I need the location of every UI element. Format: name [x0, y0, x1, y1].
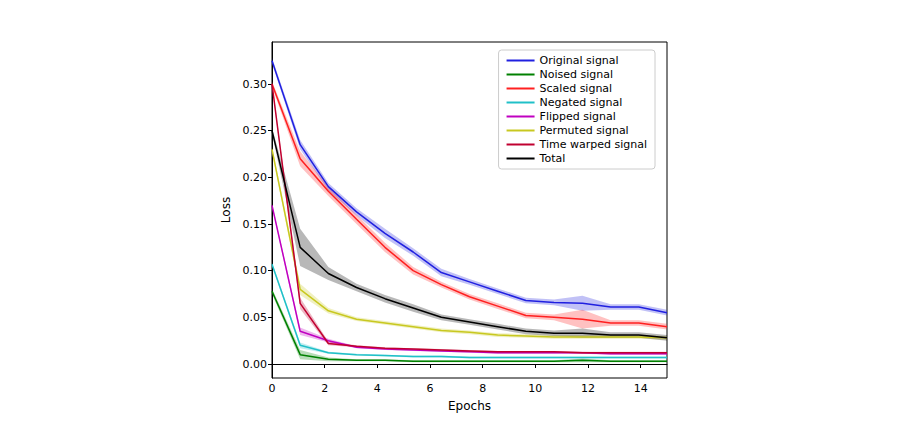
svg-text:14: 14 — [634, 382, 648, 395]
svg-text:Scaled signal: Scaled signal — [540, 82, 613, 95]
svg-text:10: 10 — [528, 382, 542, 395]
svg-text:6: 6 — [427, 382, 434, 395]
svg-text:Flipped signal: Flipped signal — [540, 110, 616, 123]
svg-text:12: 12 — [581, 382, 595, 395]
svg-text:0.30: 0.30 — [243, 78, 268, 91]
svg-text:Negated signal: Negated signal — [540, 96, 623, 109]
svg-text:Time warped signal: Time warped signal — [539, 138, 647, 151]
svg-text:Loss: Loss — [219, 197, 233, 223]
svg-text:0.00: 0.00 — [243, 358, 268, 371]
svg-text:0.20: 0.20 — [243, 171, 268, 184]
svg-text:0.25: 0.25 — [243, 124, 268, 137]
svg-text:2: 2 — [321, 382, 328, 395]
svg-text:0.10: 0.10 — [243, 264, 268, 277]
svg-text:8: 8 — [479, 382, 486, 395]
svg-text:0.05: 0.05 — [243, 311, 268, 324]
svg-text:Total: Total — [539, 152, 566, 165]
svg-text:Original signal: Original signal — [540, 54, 619, 67]
svg-text:Noised signal: Noised signal — [540, 68, 614, 81]
svg-text:Permuted signal: Permuted signal — [540, 124, 629, 137]
svg-text:4: 4 — [374, 382, 381, 395]
svg-text:0: 0 — [269, 382, 276, 395]
svg-text:Epochs: Epochs — [448, 399, 491, 413]
svg-text:0.15: 0.15 — [243, 218, 268, 231]
